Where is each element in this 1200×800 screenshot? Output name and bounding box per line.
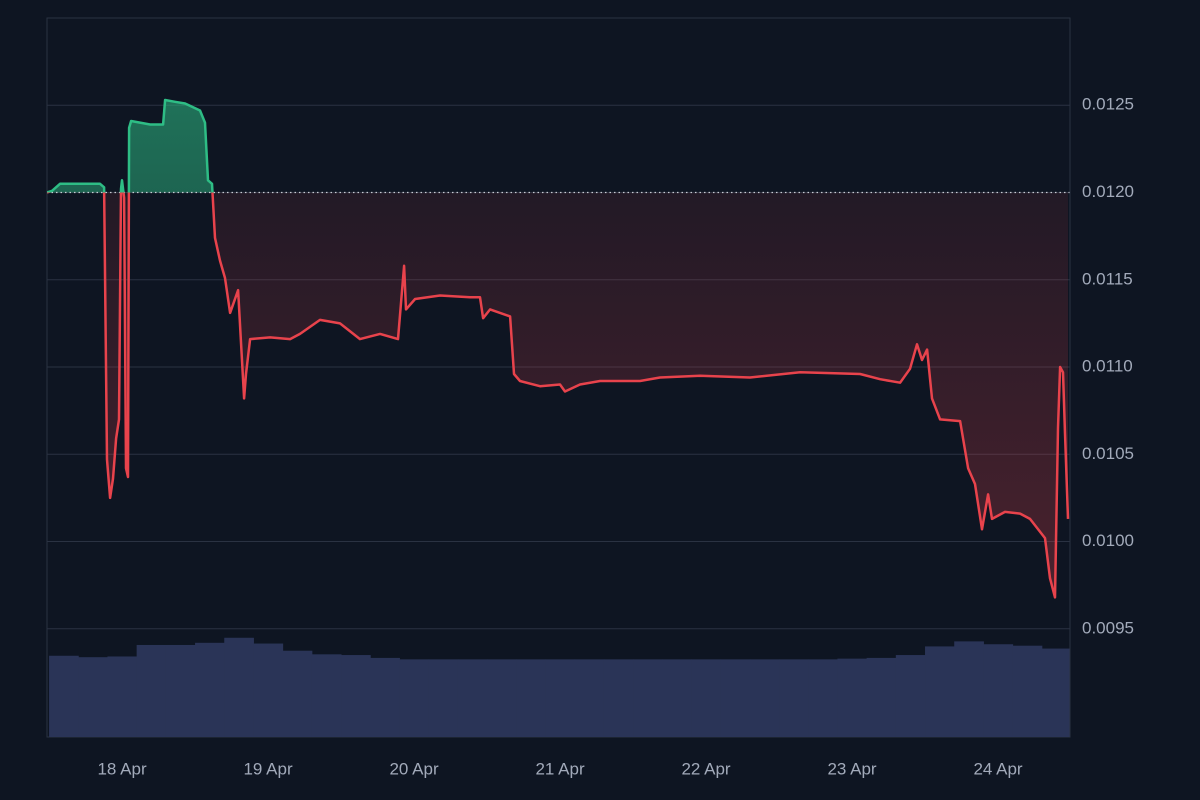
volume-bar: [457, 659, 488, 737]
volume-bar: [49, 655, 79, 737]
volume-bar: [779, 659, 809, 737]
price-line-below: [47, 192, 1070, 599]
volume-bar: [983, 644, 1014, 737]
area-below: [47, 192, 1068, 598]
plot-area: [47, 98, 1070, 737]
volume-bar: [195, 642, 225, 737]
x-tick-label: 24 Apr: [973, 759, 1022, 778]
volume-bar: [662, 659, 692, 737]
volume-bar: [749, 659, 780, 737]
volume-bar: [136, 644, 167, 737]
volume-bar: [428, 659, 459, 737]
volume-bar: [954, 641, 984, 737]
volume-bar: [341, 655, 371, 737]
volume-bar: [866, 657, 897, 737]
volume-bar: [487, 659, 517, 737]
x-tick-label: 21 Apr: [535, 759, 584, 778]
volume-bar: [311, 654, 342, 737]
volume-bar: [370, 657, 400, 737]
volume-bar: [253, 643, 284, 737]
y-tick-label: 0.0100: [1082, 531, 1134, 550]
volume-bar: [165, 644, 196, 737]
volume-bar: [545, 659, 576, 737]
x-tick-label: 19 Apr: [243, 759, 292, 778]
y-tick-label: 0.0110: [1082, 357, 1133, 376]
x-tick-label: 23 Apr: [827, 759, 876, 778]
y-tick-label: 0.0105: [1082, 444, 1134, 463]
x-tick-label: 22 Apr: [681, 759, 730, 778]
volume-bar: [224, 637, 254, 737]
volume-bar: [691, 659, 722, 737]
volume-bar: [574, 659, 605, 737]
volume-bar: [78, 657, 108, 737]
volume-bar: [516, 659, 546, 737]
y-tick-label: 0.0095: [1082, 618, 1134, 637]
volume-bar: [720, 659, 751, 737]
volume-bar: [1041, 648, 1070, 737]
y-tick-label: 0.0125: [1082, 95, 1134, 114]
y-tick-label: 0.0120: [1082, 182, 1134, 201]
volume-bar: [895, 655, 926, 737]
volume-bar: [603, 659, 634, 737]
x-tick-label: 18 Apr: [97, 759, 146, 778]
volume-bar: [837, 658, 868, 737]
volume-bar: [1012, 645, 1043, 737]
volume-bar: [633, 659, 663, 737]
volume-bar: [925, 646, 955, 737]
y-tick-label: 0.0115: [1082, 269, 1133, 288]
volume-bar: [107, 656, 138, 737]
x-tick-label: 20 Apr: [389, 759, 438, 778]
volume-bar: [282, 650, 313, 737]
volume-bar: [808, 659, 838, 737]
volume-bar: [399, 659, 430, 737]
